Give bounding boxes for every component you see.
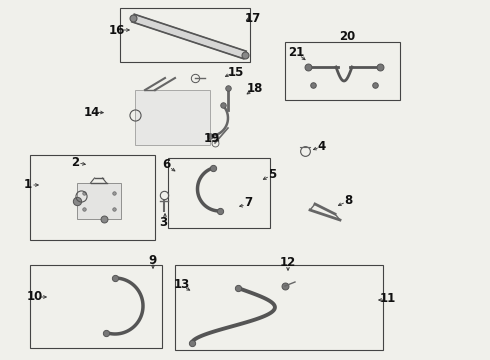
Text: 14: 14 bbox=[84, 105, 100, 118]
Text: 11: 11 bbox=[380, 292, 396, 305]
Bar bbox=[30, 265, 162, 348]
Bar bbox=[135, 90, 210, 145]
Text: 1: 1 bbox=[24, 179, 32, 192]
Text: 6: 6 bbox=[162, 158, 170, 171]
Bar bbox=[30, 155, 155, 240]
Text: 5: 5 bbox=[268, 168, 276, 181]
Text: 15: 15 bbox=[228, 66, 244, 78]
Text: 20: 20 bbox=[339, 30, 355, 42]
Text: 7: 7 bbox=[244, 197, 252, 210]
Text: 16: 16 bbox=[109, 23, 125, 36]
Bar bbox=[175, 265, 383, 350]
Text: 12: 12 bbox=[280, 256, 296, 270]
Text: 17: 17 bbox=[245, 12, 261, 24]
Text: 9: 9 bbox=[148, 253, 156, 266]
Text: 18: 18 bbox=[247, 81, 263, 94]
Text: 3: 3 bbox=[159, 216, 167, 229]
Text: 10: 10 bbox=[27, 289, 43, 302]
Text: 4: 4 bbox=[318, 139, 326, 153]
Polygon shape bbox=[132, 14, 246, 59]
Text: 19: 19 bbox=[204, 131, 220, 144]
Text: 21: 21 bbox=[288, 46, 304, 59]
Bar bbox=[76, 183, 121, 219]
Bar bbox=[168, 158, 270, 228]
Text: 2: 2 bbox=[71, 156, 79, 168]
Bar bbox=[285, 42, 400, 100]
Text: 8: 8 bbox=[344, 194, 352, 207]
Text: 13: 13 bbox=[174, 279, 190, 292]
Bar bbox=[120, 8, 250, 62]
